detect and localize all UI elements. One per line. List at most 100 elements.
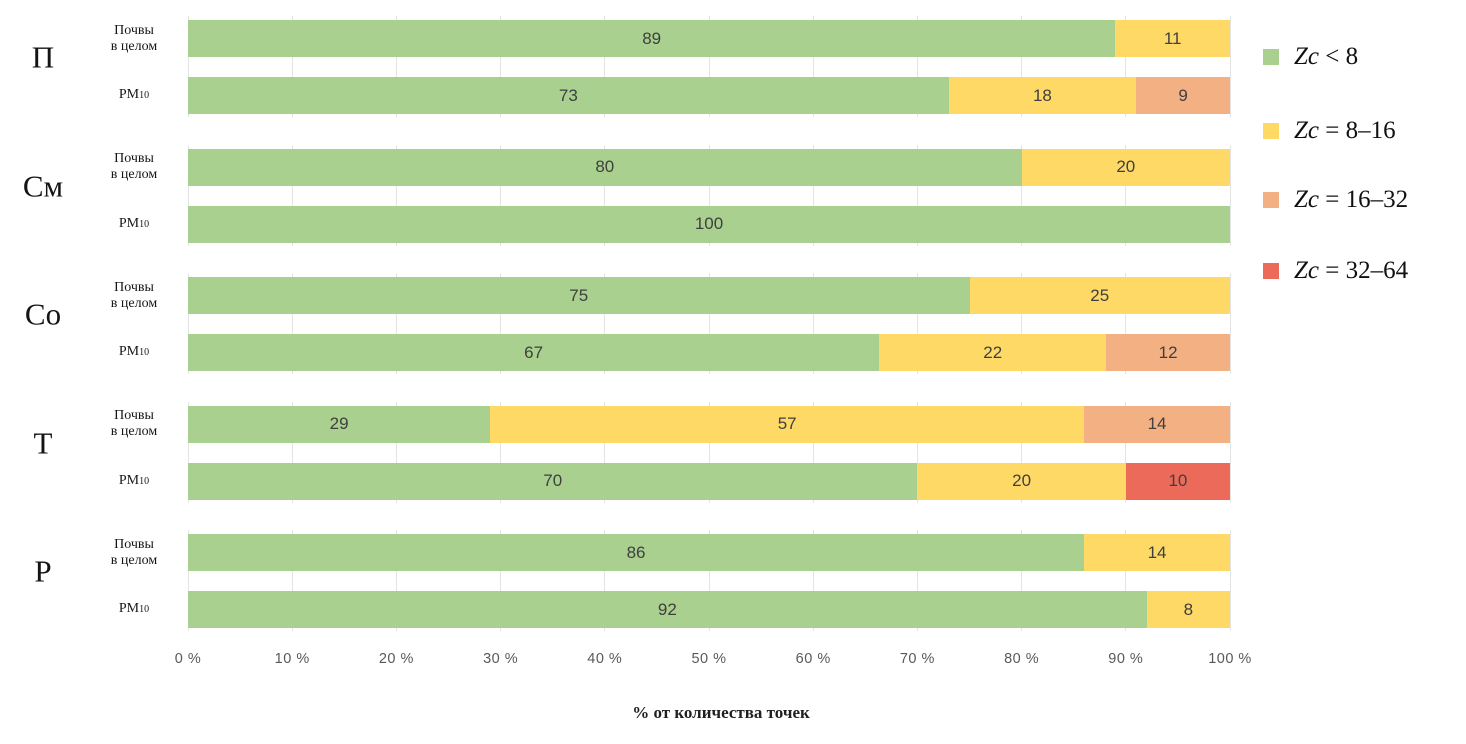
bar-segment-zc_lt_8: 73 [188,77,949,114]
bar-Т-pm10: 70 20 10 [188,462,1231,500]
bar-segment-zc_16_32: 12 [1106,334,1230,371]
gridline [604,401,606,503]
bar-segment-value: 70 [543,471,563,490]
bar-segment-value: 25 [1090,285,1110,305]
bar-segment-zc_8_16: 22 [879,334,1107,371]
x-tick-label: 90 % [1108,651,1144,667]
bar-segment-value: 86 [626,542,646,562]
x-tick-label: 40 % [587,651,623,667]
gridline [604,273,606,374]
bar-segment-zc_lt_8: 67 [188,334,880,371]
bar-П-soils: 89 11 [188,20,1230,57]
bar-segment-value: 18 [1032,85,1052,105]
row-label-line: Почвы [114,151,154,166]
bar-segment-zc_8_16: 18 [948,77,1137,114]
gridline [1125,401,1127,503]
row-label-line: Почвы [114,22,154,38]
bar-См-soils: 80 20 [188,148,1230,186]
row-label-soils: Почвы в целом [86,534,182,571]
legend-variable: Zc [1294,257,1319,284]
gridline [1125,273,1127,374]
row-label-subscript: 10 [139,475,150,487]
gridline [187,16,189,117]
x-tick-label: 60 % [795,651,831,667]
bar-segment-value: 14 [1147,414,1167,433]
gridline [395,401,397,503]
bar-Со-soils: 75 25 [188,277,1230,314]
group-label: Т [33,425,53,460]
bar-segment-zc_8_16: 20 [917,462,1126,500]
gridline [500,144,502,246]
bar-segment-zc_lt_8: 86 [188,534,1085,571]
legend-swatch-zc_32_64 [1263,263,1279,279]
gridline [500,16,502,117]
x-tick-label: 100 % [1208,651,1252,667]
group-label: Р [34,553,52,589]
row-label-pm10: PM10 [86,77,182,114]
bar-segment-value: 22 [983,342,1003,362]
gridline [708,401,710,503]
bar-segment-value: 80 [595,157,615,176]
gridline [395,144,397,246]
bar-segment-value: 8 [1183,599,1194,619]
gridline [395,530,397,631]
row-label-subscript: 10 [139,218,150,230]
legend-variable: Zc [1294,117,1319,144]
gridline [1229,401,1231,503]
row-label-pm10: PM10 [86,206,182,243]
row-label-line: Почвы [114,408,154,423]
row-label-line: в целом [110,295,158,311]
x-axis-title: % от количества точек [632,703,810,722]
x-tick-label: 80 % [1004,651,1040,667]
gridline [1125,530,1127,631]
gridline [1229,16,1231,117]
bar-segment-zc_8_16: 25 [969,277,1230,314]
gridline [1021,530,1023,631]
gridline [1021,273,1023,374]
gridline [812,530,814,631]
legend-swatch-zc_8_16 [1263,123,1279,139]
bar-segment-value: 12 [1158,342,1178,362]
gridline [708,144,710,246]
gridline [916,401,918,503]
row-label-pm10: PM10 [86,463,182,500]
bar-Со-pm10: 67 22 12 [188,334,1230,371]
gridline [1229,144,1231,246]
gridline [812,16,814,117]
row-label-pm10: PM10 [86,591,182,628]
row-label-pm10: PM10 [86,334,182,371]
row-label-subscript: 10 [139,347,150,358]
x-tick-label: 30 % [483,651,519,667]
legend-item-zc_32_64: Zc = 32–64 [1263,257,1408,285]
bar-segment-value: 57 [777,414,797,433]
gridline [500,401,502,503]
legend-item-zc_8_16: Zc = 8–16 [1263,117,1396,145]
gridline [812,273,814,374]
gridline [1229,273,1231,374]
gridline [916,273,918,374]
bar-Т-soils: 29 57 14 [188,405,1230,443]
row-label-line: Почвы [114,279,154,295]
gridline [187,401,189,503]
gridline [291,401,293,503]
gridline [604,144,606,246]
bar-segment-zc_8_16: 20 [1021,148,1230,186]
bar-segment-value: 92 [657,599,677,619]
gridline [291,530,293,631]
x-tick-label: 0 % [174,651,202,667]
bar-segment-zc_lt_8: 80 [188,148,1022,186]
bar-segment-zc_lt_8: 100 [188,205,1230,243]
gridline [708,16,710,117]
gridline [291,16,293,117]
bar-segment-value: 9 [1178,85,1188,105]
gridline [916,144,918,246]
gridline-band [187,16,1231,117]
gridline [500,273,502,374]
row-label-line: в целом [110,424,158,439]
x-tick-label: 10 % [274,651,310,667]
gridline [395,16,397,117]
gridline-band [187,401,1231,503]
gridline-band [187,273,1231,374]
row-label-subscript: 10 [139,604,150,615]
bar-segment-zc_lt_8: 89 [188,20,1116,57]
